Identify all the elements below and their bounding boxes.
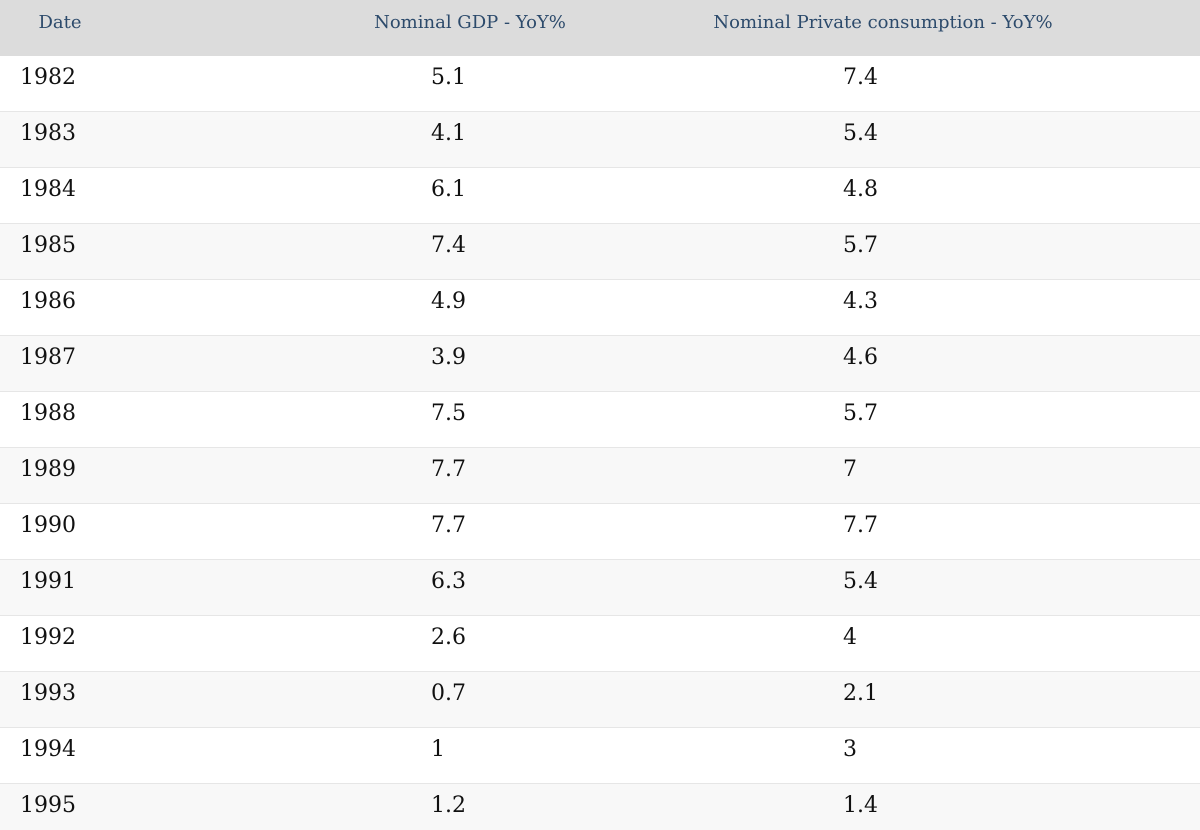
- cell-date: 1989: [20, 457, 76, 482]
- cell-nominal-gdp: 6.1: [431, 177, 466, 202]
- table-row: 1989 7.7 7: [0, 448, 1200, 504]
- table-row: 1984 6.1 4.8: [0, 168, 1200, 224]
- cell-date: 1995: [20, 793, 76, 818]
- cell-nominal-gdp: 1.2: [431, 793, 466, 818]
- cell-date: 1988: [20, 401, 76, 426]
- cell-nominal-gdp: 7.4: [431, 233, 466, 258]
- cell-nominal-private-consumption: 2.1: [843, 681, 878, 706]
- cell-nominal-gdp: 2.6: [431, 625, 466, 650]
- cell-nominal-private-consumption: 5.4: [843, 121, 878, 146]
- cell-nominal-private-consumption: 4: [843, 625, 857, 650]
- table-row: 1988 7.5 5.7: [0, 392, 1200, 448]
- cell-date: 1987: [20, 345, 76, 370]
- cell-nominal-private-consumption: 3: [843, 737, 857, 762]
- cell-nominal-gdp: 4.9: [431, 289, 466, 314]
- table-row: 1994 1 3: [0, 728, 1200, 784]
- cell-nominal-private-consumption: 1.4: [843, 793, 878, 818]
- cell-nominal-gdp: 3.9: [431, 345, 466, 370]
- cell-nominal-private-consumption: 5.7: [843, 401, 878, 426]
- cell-date: 1984: [20, 177, 76, 202]
- table-body: 1982 5.1 7.4 1983 4.1 5.4 1984 6.1 4.8 1985 7.4 5.7…: [0, 56, 1200, 830]
- cell-nominal-private-consumption: 4.8: [843, 177, 878, 202]
- table-row: 1983 4.1 5.4: [0, 112, 1200, 168]
- table-row: 1991 6.3 5.4: [0, 560, 1200, 616]
- cell-date: 1982: [20, 65, 76, 90]
- table-row: 1992 2.6 4: [0, 616, 1200, 672]
- table-row: 1987 3.9 4.6: [0, 336, 1200, 392]
- cell-nominal-private-consumption: 4.6: [843, 345, 878, 370]
- column-header-nominal-private-consumption: Nominal Private consumption - YoY%: [713, 12, 1053, 33]
- cell-date: 1990: [20, 513, 76, 538]
- table-row: 1993 0.7 2.1: [0, 672, 1200, 728]
- table-row: 1985 7.4 5.7: [0, 224, 1200, 280]
- cell-date: 1991: [20, 569, 76, 594]
- column-header-date: Date: [38, 12, 82, 33]
- cell-date: 1986: [20, 289, 76, 314]
- cell-date: 1994: [20, 737, 76, 762]
- cell-nominal-private-consumption: 7.7: [843, 513, 878, 538]
- cell-date: 1983: [20, 121, 76, 146]
- cell-nominal-gdp: 5.1: [431, 65, 466, 90]
- table-header: Date Nominal GDP - YoY% Nominal Private …: [0, 0, 1200, 66]
- cell-nominal-gdp: 7.7: [431, 457, 466, 482]
- cell-nominal-private-consumption: 5.4: [843, 569, 878, 594]
- cell-nominal-gdp: 7.5: [431, 401, 466, 426]
- table-row: 1982 5.1 7.4: [0, 56, 1200, 112]
- column-header-nominal-gdp: Nominal GDP - YoY%: [374, 12, 566, 33]
- table-row: 1990 7.7 7.7: [0, 504, 1200, 560]
- cell-date: 1985: [20, 233, 76, 258]
- cell-date: 1992: [20, 625, 76, 650]
- table-row: 1995 1.2 1.4: [0, 784, 1200, 830]
- cell-nominal-private-consumption: 7.4: [843, 65, 878, 90]
- cell-nominal-gdp: 7.7: [431, 513, 466, 538]
- cell-nominal-private-consumption: 7: [843, 457, 857, 482]
- cell-nominal-gdp: 1: [431, 737, 445, 762]
- cell-nominal-private-consumption: 4.3: [843, 289, 878, 314]
- cell-nominal-gdp: 0.7: [431, 681, 466, 706]
- cell-nominal-gdp: 6.3: [431, 569, 466, 594]
- cell-nominal-private-consumption: 5.7: [843, 233, 878, 258]
- cell-nominal-gdp: 4.1: [431, 121, 466, 146]
- table-row: 1986 4.9 4.3: [0, 280, 1200, 336]
- cell-date: 1993: [20, 681, 76, 706]
